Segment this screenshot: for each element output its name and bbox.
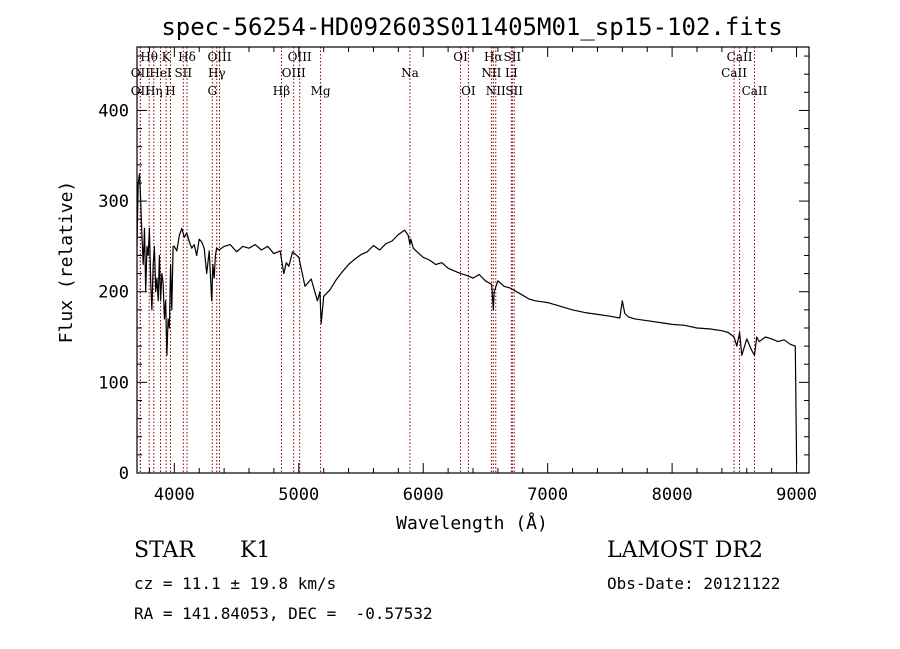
x-tick-label-3: 7000 [527, 485, 568, 505]
line-label-8: Hδ [178, 50, 196, 64]
x-tick-label-5: 9000 [776, 485, 817, 505]
x-tick-label-0: 4000 [154, 485, 195, 505]
line-label-2: OII [131, 84, 151, 98]
spectrum-line [136, 173, 798, 464]
line-label-24: SII [505, 84, 523, 98]
spectrum-series [136, 173, 798, 464]
x-tick-label-4: 8000 [652, 485, 693, 505]
spectral-line-markers [139, 47, 755, 473]
line-label-16: Na [401, 66, 419, 80]
y-tick-label-1: 100 [98, 373, 129, 393]
line-label-27: CaII [742, 84, 768, 98]
y-tick-label-2: 200 [98, 283, 129, 303]
line-label-11: G [207, 84, 217, 98]
line-label-18: OI [461, 84, 476, 98]
line-label-19: Hα [484, 50, 503, 64]
survey-name: LAMOST DR2 [607, 538, 763, 563]
observation-date: Obs-Date: 20121122 [607, 574, 781, 593]
redshift-readout: cz = 11.1 ± 19.8 km/s [134, 574, 337, 593]
object-class: STAR [134, 538, 195, 563]
line-label-21: NII [486, 84, 506, 98]
line-label-15: Mg [311, 84, 331, 98]
line-label-6: H [165, 84, 175, 98]
chart-title: spec-56254-HD092603S011405M01_sp15-102.f… [161, 13, 782, 41]
line-label-17: OI [453, 50, 468, 64]
line-label-0: Hθ [140, 50, 158, 64]
line-label-25: CaII [721, 66, 747, 80]
y-tick-label-0: 0 [119, 464, 129, 484]
line-label-14: OIII [288, 50, 312, 64]
line-label-9: OIII [207, 50, 231, 64]
line-label-23: LI [505, 66, 518, 80]
x-tick-label-2: 6000 [403, 485, 444, 505]
object-subclass: K1 [240, 538, 271, 563]
y-axis-label: Flux (relative) [56, 181, 77, 344]
line-label-1: OII [131, 66, 151, 80]
plot-axes: 4000 5000 6000 7000 8000 9000 0 100 200 300 400 [98, 46, 817, 505]
line-label-10: Hγ [208, 66, 226, 80]
line-label-7: SII [174, 66, 192, 80]
line-label-5: K [162, 50, 172, 64]
line-label-13: OIII [282, 66, 306, 80]
y-tick-label-3: 300 [98, 192, 129, 212]
line-label-4: Hη [145, 84, 163, 98]
y-tick-label-4: 400 [98, 101, 129, 121]
line-label-12: Hβ [273, 84, 290, 98]
plot-frame [136, 46, 810, 474]
x-axis-label: Wavelength (Å) [396, 512, 548, 534]
line-label-20: NII [481, 66, 501, 80]
line-label-22: SII [503, 50, 521, 64]
x-tick-label-1: 5000 [278, 485, 319, 505]
line-label-26: CaII [727, 50, 753, 64]
line-label-3: HeI [149, 66, 172, 80]
coordinates-readout: RA = 141.84053, DEC = -0.57532 [134, 604, 433, 623]
